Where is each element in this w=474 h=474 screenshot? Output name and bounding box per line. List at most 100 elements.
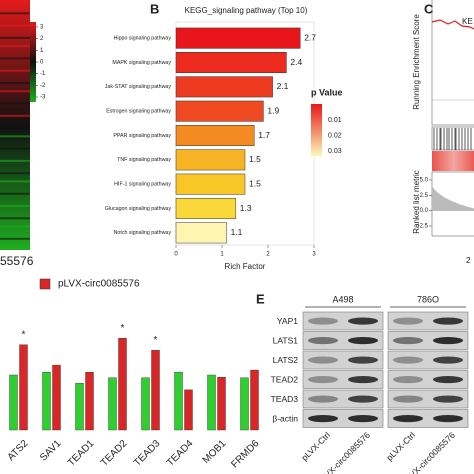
heatmap-row xyxy=(0,225,30,228)
bar xyxy=(184,389,193,431)
bar xyxy=(151,350,160,431)
heatmap-row xyxy=(0,172,30,175)
value-label: 2.4 xyxy=(290,57,302,67)
heatmap-row xyxy=(0,205,30,207)
legend-title: p Value xyxy=(311,87,343,97)
x-tick-label: TEAD2 xyxy=(99,438,130,469)
x-tick-label: TEAD3 xyxy=(132,438,163,469)
blot-band xyxy=(433,356,463,364)
bar xyxy=(52,364,61,431)
group-label: 786O xyxy=(417,294,439,304)
x-tick-label: 0 xyxy=(174,252,178,258)
bar xyxy=(9,374,18,431)
y-tick-label: Hippo signaling pathway xyxy=(114,36,172,42)
bar xyxy=(118,337,127,431)
es-curve xyxy=(431,19,474,30)
x-tick-label: TEAD4 xyxy=(165,438,196,469)
row-label: TEAD2 xyxy=(271,375,299,385)
bar xyxy=(175,173,246,195)
group-label: A498 xyxy=(332,294,353,304)
blot-band xyxy=(308,336,338,345)
heatmap-row xyxy=(0,24,30,27)
blot-band xyxy=(433,317,463,325)
heatmap-row xyxy=(0,12,30,15)
lane-label: pLVX-Ctrl xyxy=(299,430,332,463)
value-label: 1.7 xyxy=(258,130,270,140)
colorbar-tick-label: 0.02 xyxy=(328,132,342,139)
colorbar-tick-label: 0 xyxy=(40,60,44,66)
heatmap-row xyxy=(0,135,30,138)
blot-band xyxy=(348,414,378,423)
bar xyxy=(175,222,227,244)
blot-strip xyxy=(302,331,384,350)
value-label: 2.7 xyxy=(304,32,316,42)
significance: * xyxy=(121,323,125,334)
bar xyxy=(207,374,216,431)
row-label: β-actin xyxy=(272,414,298,424)
blot-strip xyxy=(302,311,384,331)
y-tick-label: HIF-1 signaling pathway xyxy=(114,182,171,188)
chart-title: KEGG_signaling pathway (Top 10) xyxy=(185,6,308,15)
x-tick-label: 2 xyxy=(466,256,471,265)
blot-band xyxy=(308,395,338,403)
blot-band xyxy=(433,336,463,345)
value-label: 1.1 xyxy=(231,227,243,237)
blot-band xyxy=(393,356,423,364)
blot-band xyxy=(348,356,378,364)
row-label: YAP1 xyxy=(277,316,298,326)
rank-area xyxy=(432,186,474,211)
row-label: TEAD3 xyxy=(271,394,299,404)
es-panel xyxy=(431,0,474,126)
legend-swatch xyxy=(39,278,51,290)
colorbar-tick-label: 2 xyxy=(40,36,44,42)
x-tick-label: TEAD1 xyxy=(66,438,97,469)
rank-band xyxy=(432,151,474,171)
blot-band xyxy=(393,395,423,403)
heatmap-row xyxy=(0,69,30,72)
bar xyxy=(175,76,273,98)
bar xyxy=(108,377,117,431)
y-tick-label: 0.0 xyxy=(420,208,429,214)
blot-band xyxy=(348,375,378,384)
colorbar-tick-label: -2 xyxy=(40,83,46,89)
heatmap-row xyxy=(0,114,30,117)
colorbar-tick-label: 1 xyxy=(40,48,44,54)
value-label: 1.5 xyxy=(249,154,261,164)
bar xyxy=(217,377,226,431)
blot-band xyxy=(393,375,423,384)
bar xyxy=(174,372,183,431)
blot-band xyxy=(393,317,423,325)
y-tick-label: Estrogen signaling pathway xyxy=(106,109,171,115)
value-label: 1.9 xyxy=(267,105,279,115)
bar xyxy=(175,125,255,146)
blot-strip xyxy=(302,389,384,409)
y-tick-label: Jak-STAT signaling pathway xyxy=(105,84,172,90)
heatmap-row xyxy=(0,90,30,93)
heatmap-row xyxy=(0,57,30,60)
y-axis-label: Running Enrichment Score xyxy=(412,14,421,110)
value-label: 2.1 xyxy=(277,81,289,91)
hit-panel xyxy=(431,126,474,151)
blot-band xyxy=(308,356,338,364)
bar xyxy=(19,344,28,431)
bar xyxy=(175,149,246,171)
colorbar xyxy=(311,104,322,156)
x-tick-label: FRMD6 xyxy=(229,438,261,470)
blot-band xyxy=(348,395,378,403)
value-label: 1.3 xyxy=(240,203,252,213)
blot-strip xyxy=(387,331,469,350)
colorbar-tick-label: 0.03 xyxy=(328,148,342,155)
value-label: 1.5 xyxy=(249,178,261,188)
blot-strip xyxy=(302,409,384,428)
bar xyxy=(175,100,264,122)
y-tick-label: PPAR signaling pathway xyxy=(113,133,171,139)
heatmap-row xyxy=(0,127,30,130)
blot-band xyxy=(308,414,338,423)
heatmap-row xyxy=(0,0,30,2)
x-axis-label: Rich Factor xyxy=(225,262,266,271)
y-tick-label: MAPK signaling pathway xyxy=(112,60,171,66)
y-tick-label: 5.0 xyxy=(420,178,429,184)
heatmap-row xyxy=(0,237,30,240)
colorbar-tick-label: -3 xyxy=(40,95,46,101)
